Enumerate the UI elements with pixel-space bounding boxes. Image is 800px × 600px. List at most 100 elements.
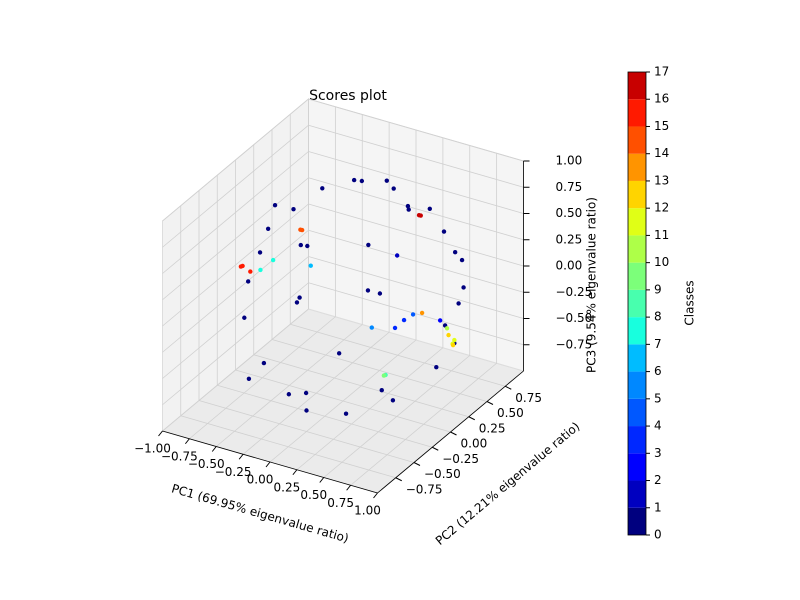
point xyxy=(270,257,276,263)
point xyxy=(369,325,374,330)
colorbar-band xyxy=(628,507,646,535)
point xyxy=(434,365,439,370)
point xyxy=(444,326,450,331)
point xyxy=(392,325,398,331)
point xyxy=(261,360,267,366)
colorbar-tick-label: 5 xyxy=(654,391,662,405)
point xyxy=(365,288,371,293)
colorbar-band xyxy=(628,426,646,454)
colorbar-tick-label: 16 xyxy=(654,92,669,106)
colorbar-band xyxy=(628,180,646,209)
y-tick xyxy=(486,401,494,405)
y-tick xyxy=(432,446,439,451)
y-tick-label: 0.25 xyxy=(479,421,506,435)
x-tick-label: −0.25 xyxy=(215,465,252,479)
colorbar-band xyxy=(628,398,646,427)
colorbar-band xyxy=(628,289,646,318)
grid-line xyxy=(308,151,524,214)
colorbar-tick-label: 6 xyxy=(654,364,662,378)
y-tick xyxy=(450,431,457,436)
colorbar-band xyxy=(628,126,646,154)
grid-line xyxy=(308,203,524,267)
point xyxy=(377,291,383,296)
colorbar-tick-label: 8 xyxy=(654,310,662,324)
y-tick xyxy=(413,462,421,466)
y-tick-label: −0.25 xyxy=(442,452,479,466)
point xyxy=(441,229,447,234)
point xyxy=(291,207,296,212)
x-tick-label: 0.50 xyxy=(300,488,327,502)
x-tick-label: 1.00 xyxy=(354,504,381,518)
colorbar-frame xyxy=(627,71,647,536)
point xyxy=(240,263,245,269)
x-tick-label: 0.25 xyxy=(274,480,301,494)
point xyxy=(265,226,271,231)
y-tick xyxy=(468,416,475,421)
grid-line xyxy=(290,323,506,387)
point xyxy=(305,243,310,249)
grid-line xyxy=(162,203,309,327)
y-tick xyxy=(395,477,402,482)
grid-line xyxy=(308,98,524,162)
x-tick-label: −0.50 xyxy=(188,457,225,471)
y-tick-label: 0.50 xyxy=(497,406,524,420)
grid-line xyxy=(162,256,309,379)
point xyxy=(410,312,416,317)
colorbar-band xyxy=(628,208,646,236)
point xyxy=(452,250,458,255)
grid-line xyxy=(162,151,309,274)
z-tick-label: 1.00 xyxy=(556,154,583,168)
point xyxy=(452,337,457,343)
x-tick-label: 0.00 xyxy=(247,473,274,487)
grid-line xyxy=(162,124,309,248)
grid-line xyxy=(308,256,524,319)
point xyxy=(343,411,349,416)
x-tick xyxy=(158,430,163,437)
x-tick xyxy=(292,469,298,476)
colorbar-tick-label: 14 xyxy=(654,146,669,160)
point xyxy=(459,257,465,263)
x-tick xyxy=(346,484,352,491)
point xyxy=(437,318,443,323)
point xyxy=(461,285,466,290)
grid-line xyxy=(198,400,415,463)
point xyxy=(308,263,313,268)
point xyxy=(258,267,263,273)
x-tick xyxy=(265,461,271,468)
grid-line xyxy=(308,124,524,188)
colorbar-band xyxy=(628,262,646,290)
z-tick-label: −0.25 xyxy=(556,285,593,299)
colorbar-band xyxy=(628,344,646,372)
point xyxy=(294,300,300,305)
colorbar-band xyxy=(628,153,646,181)
x-tick xyxy=(238,453,244,460)
point xyxy=(418,213,423,218)
y-tick-label: 0.00 xyxy=(461,437,488,451)
point xyxy=(359,178,365,184)
y-tick-label: 0.75 xyxy=(515,391,542,405)
colorbar-tick-label: 4 xyxy=(654,419,662,433)
point xyxy=(298,242,303,248)
colorbar-band xyxy=(628,371,646,399)
point xyxy=(427,206,432,211)
z-axis-label: PC3 (9.54% eigenvalue ratio) xyxy=(585,197,599,373)
colorbar-tick-label: 2 xyxy=(654,473,662,487)
grid-line xyxy=(235,369,451,433)
chart-title: Scores plot xyxy=(309,88,387,104)
point xyxy=(401,317,407,323)
colorbar-tick-label: 7 xyxy=(654,337,662,351)
x-tick-label: −1.00 xyxy=(134,442,171,456)
grid-line xyxy=(308,229,524,293)
grid-line xyxy=(308,282,524,346)
point xyxy=(366,242,371,248)
x-tick xyxy=(373,492,378,499)
z-tick-label: 0.50 xyxy=(556,206,583,220)
point xyxy=(286,392,292,397)
point xyxy=(456,301,461,306)
y-tick-label: −0.75 xyxy=(406,482,443,496)
colorbar-band xyxy=(628,317,646,345)
z-tick-label: −0.50 xyxy=(556,311,593,325)
colorbar-tick-label: 11 xyxy=(654,228,669,242)
colorbar-band xyxy=(628,72,646,100)
